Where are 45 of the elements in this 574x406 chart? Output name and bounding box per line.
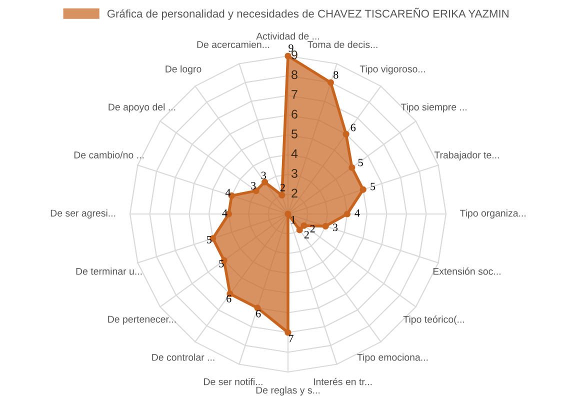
data-label: 5 <box>358 158 363 166</box>
legend-label: Gráfica de personalidad y necesidades de CHAVEZ TISCAREÑO ERIKA YAZMIN <box>107 8 508 20</box>
spoke-label: De pertenecer... <box>108 316 176 325</box>
y-tick-label: 5 <box>292 130 298 138</box>
data-label: 4 <box>225 188 231 196</box>
y-tick-label: 3 <box>291 169 298 178</box>
spoke-label: Tipo organiza... <box>460 209 526 219</box>
spoke-label: Toma de decis... <box>308 40 378 48</box>
spoke-label: De logro <box>166 65 202 74</box>
spoke-label: De acercamien... <box>197 40 270 48</box>
spoke-label: Tipo siempre ... <box>400 103 466 112</box>
spoke-label: Trabajador te... <box>434 151 499 160</box>
data-label: 6 <box>256 310 261 318</box>
y-tick-label: 8 <box>292 70 298 80</box>
y-tick-label: 7 <box>292 90 298 99</box>
spoke-label: Actividad de ... <box>256 32 319 40</box>
data-label: 3 <box>332 224 338 232</box>
data-label: 1 <box>291 216 296 224</box>
spoke-label: De terminar u... <box>76 268 142 275</box>
y-tick-label: 2 <box>292 188 298 198</box>
spoke-label: Tipo vigoroso... <box>360 65 425 74</box>
spoke-label: De cambio/no ... <box>74 151 144 158</box>
spoke-label: De reglas y s... <box>256 386 320 396</box>
y-tick-label: 6 <box>292 110 298 119</box>
data-label: 6 <box>350 124 356 132</box>
data-label: 3 <box>261 172 266 180</box>
data-label: 2 <box>280 184 285 192</box>
data-label: 6 <box>226 294 232 302</box>
spoke-label: De controlar ... <box>152 354 214 361</box>
spoke-label: Extensión soc... <box>433 268 500 275</box>
y-tick-label: 4 <box>291 149 298 158</box>
data-label: 4 <box>354 209 360 217</box>
data-label: 5 <box>370 182 376 190</box>
y-tick-label: 9 <box>292 50 298 60</box>
data-label: 3 <box>251 182 256 190</box>
spoke-label: Interés en tr... <box>314 378 372 386</box>
data-label: 8 <box>334 71 338 79</box>
spoke-label: Tipo emociona... <box>357 354 428 363</box>
spoke-label: De ser notifi... <box>204 378 262 386</box>
spoke-label: De ser agresi... <box>50 209 116 219</box>
spoke-label: Tipo teórico(... <box>403 316 464 325</box>
data-label: 2 <box>310 225 315 232</box>
spoke-label: De apoyo del ... <box>108 103 176 112</box>
data-label: 2 <box>304 230 309 238</box>
data-label: 5 <box>207 236 212 244</box>
